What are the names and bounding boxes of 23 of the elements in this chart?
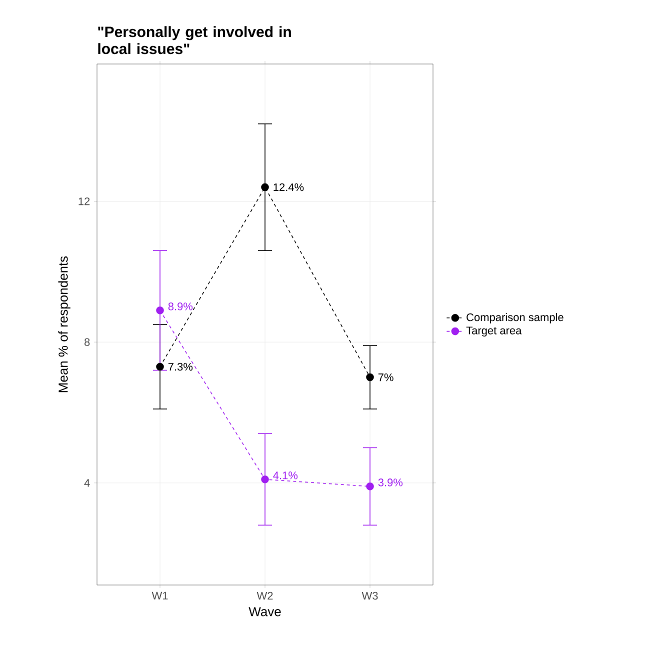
legend-label: Target area [466, 326, 522, 337]
data-label: 7.3% [168, 362, 193, 371]
data-label: 8.9% [168, 302, 193, 310]
chart-title: "Personally get involved in local issues" [98, 26, 291, 54]
data-label: 7% [378, 373, 394, 382]
data-label: 3.9% [378, 478, 403, 486]
x-tick-label: W3 [362, 592, 378, 600]
point [366, 482, 374, 490]
y-tick-label: 12 [78, 197, 90, 206]
point [366, 373, 374, 382]
point [261, 183, 269, 192]
y-axis-title: Mean % of respondents [58, 256, 70, 392]
data-label: 4.1% [273, 472, 298, 480]
data-label: 12.4% [274, 183, 304, 192]
x-tick-label: W2 [256, 592, 273, 600]
x-tick-label: W1 [152, 592, 168, 600]
point [156, 306, 164, 314]
point [156, 362, 164, 371]
y-tick-label: 4 [84, 479, 90, 487]
y-tick-label: 8 [84, 338, 90, 346]
legend-label: Comparison sample [466, 313, 564, 324]
point [261, 475, 269, 484]
x-axis-title: Wave [248, 607, 281, 616]
